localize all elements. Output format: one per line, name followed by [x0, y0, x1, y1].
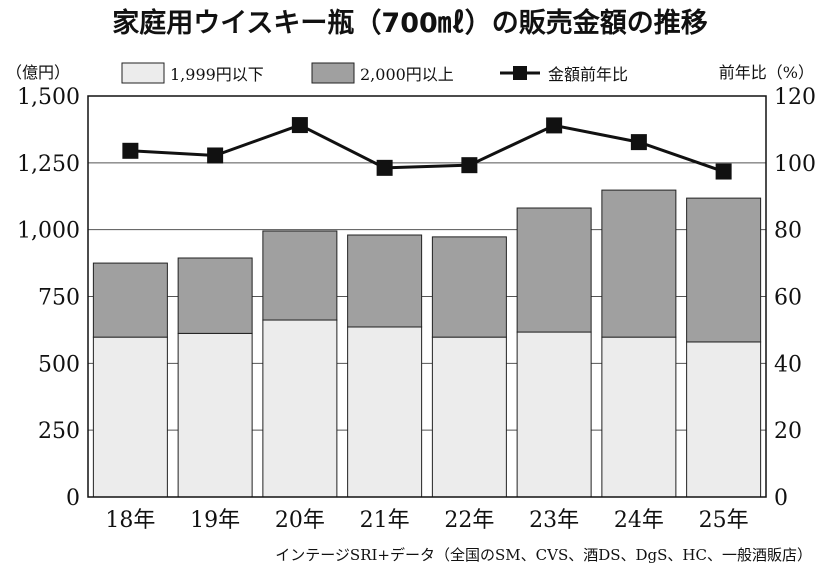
legend-label: 1,999円以下	[170, 65, 264, 84]
bar	[92, 336, 168, 498]
y-tick-label: 250	[38, 419, 80, 444]
bar	[516, 331, 592, 498]
bar	[516, 207, 592, 333]
x-tick-label: 20年	[275, 508, 325, 533]
bar	[601, 189, 677, 338]
legend-marker	[513, 66, 527, 80]
bar	[262, 319, 338, 498]
legend-label: 2,000円以上	[360, 65, 454, 84]
bar	[347, 234, 423, 328]
line-marker	[122, 142, 139, 159]
y2-tick-label: 120	[774, 85, 816, 110]
legend: 1,999円以下 2,000円以上 金額前年比	[121, 62, 628, 84]
bar	[686, 341, 762, 498]
x-tick-label: 21年	[360, 508, 410, 533]
y-axis-label: （億円）	[6, 63, 70, 82]
x-tick-label: 18年	[105, 508, 155, 533]
bar	[431, 336, 507, 498]
line-marker	[461, 157, 478, 174]
y2-axis-label: 前年比（%）	[719, 63, 814, 82]
line-marker	[376, 159, 393, 176]
y-tick-label: 1,000	[17, 219, 80, 244]
bar	[431, 236, 507, 338]
y-tick-label: 750	[38, 286, 80, 311]
legend-label: 金額前年比	[548, 65, 628, 84]
bars	[92, 189, 762, 498]
bar	[177, 332, 253, 498]
y2-tick-label: 80	[774, 219, 802, 244]
line-series	[122, 117, 732, 180]
y2-tick-label: 20	[774, 419, 802, 444]
bar	[347, 326, 423, 498]
line-marker	[291, 117, 308, 134]
legend-swatch	[311, 62, 355, 84]
y2-tick-label: 60	[774, 286, 802, 311]
bar	[177, 257, 253, 334]
chart-title: 家庭用ウイスキー瓶（700㎖）の販売金額の推移	[112, 7, 708, 39]
bar	[262, 230, 338, 321]
y-tick-label: 1,500	[17, 85, 80, 110]
x-tick-label: 22年	[444, 508, 494, 533]
line-marker	[630, 134, 647, 151]
y2-tick-label: 0	[774, 486, 788, 511]
axes: 0 250 500 750 1,000 1,250 1,500 0 20 40 60 80 100 120…	[17, 85, 816, 533]
x-tick-label: 25年	[699, 508, 749, 533]
legend-swatch	[121, 62, 165, 84]
x-tick-label: 19年	[190, 508, 240, 533]
line-marker	[546, 117, 563, 134]
y-tick-label: 500	[38, 352, 80, 377]
y-tick-label: 0	[66, 486, 80, 511]
bar	[601, 336, 677, 498]
source-note: インテージSRI+データ（全国のSM、CVS、酒DS、DgS、HC、一般酒販店）	[275, 546, 812, 564]
bar	[686, 197, 762, 343]
line-path	[130, 123, 725, 173]
line-marker	[207, 147, 224, 164]
y-tick-label: 1,250	[17, 152, 80, 177]
line-marker	[715, 163, 732, 180]
bar	[92, 262, 168, 338]
y2-tick-label: 40	[774, 352, 802, 377]
plot-frame	[87, 95, 767, 498]
y2-tick-label: 100	[774, 152, 816, 177]
x-tick-label: 24年	[614, 508, 664, 533]
x-tick-label: 23年	[529, 508, 579, 533]
